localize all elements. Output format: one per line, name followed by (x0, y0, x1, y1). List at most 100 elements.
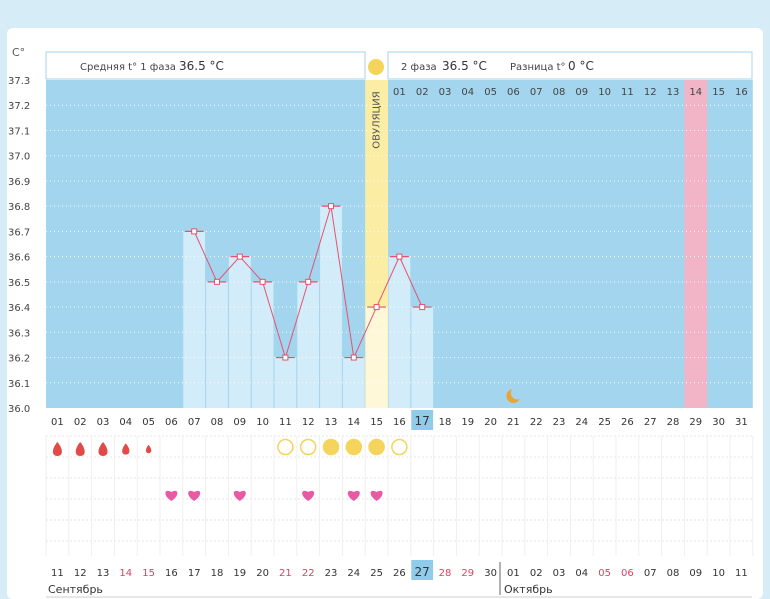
y-tick-label: 36.5 (8, 278, 30, 289)
cycle-day-label: 16 (393, 417, 406, 428)
y-tick-label: 36.8 (8, 202, 30, 213)
cycle-day-label: 28 (667, 417, 680, 428)
month-label: Октябрь (504, 583, 553, 596)
phase2-day-label: 11 (621, 87, 634, 98)
calendar-day-label: 23 (325, 568, 338, 579)
phase2-day-label: 13 (667, 87, 680, 98)
calendar-day-label: 02 (530, 568, 543, 579)
cycle-day-label: 06 (165, 417, 178, 428)
calendar-day-label: 11 (51, 568, 64, 579)
temp-bar (388, 256, 411, 408)
y-tick-label: 36.3 (8, 328, 30, 339)
menstruation-drop-icon (122, 443, 130, 455)
cycle-day-label: 12 (302, 417, 315, 428)
cycle-day-label: 22 (530, 417, 543, 428)
temperature-point (419, 304, 426, 311)
temp-bar (342, 357, 365, 408)
phase2-day-label: 08 (553, 87, 566, 98)
y-axis-unit: C° (12, 46, 25, 59)
phase2-header-box (387, 51, 753, 80)
y-tick-label: 37.2 (8, 101, 30, 112)
calendar-current-day-marker (411, 560, 434, 580)
calendar-day-label: 18 (211, 568, 224, 579)
calendar-day-label: 01 (507, 568, 520, 579)
calendar-day-label: 20 (256, 568, 269, 579)
cycle-day-label: 09 (233, 417, 246, 428)
phase2-day-label: 15 (712, 87, 725, 98)
cycle-day-label: 08 (211, 417, 224, 428)
calendar-day-label: 27 (415, 565, 430, 579)
calendar-day-label: 29 (461, 568, 474, 579)
phase1-header-box (45, 51, 366, 80)
temperature-point (259, 278, 266, 285)
current-day-marker (411, 410, 434, 430)
diff-label: Разница t° (510, 62, 566, 73)
calendar-day-label: 19 (233, 568, 246, 579)
phase2-day-label: 04 (461, 87, 474, 98)
cycle-day-label: 10 (256, 417, 269, 428)
discharge-circle-icon (322, 438, 340, 456)
phase2-day-label: 10 (598, 87, 611, 98)
y-tick-label: 37.1 (8, 126, 30, 137)
discharge-circle-icon (345, 438, 363, 456)
cycle-day-label: 26 (621, 417, 634, 428)
cycle-day-label: 05 (142, 417, 155, 428)
y-tick-label: 36.6 (8, 253, 30, 264)
y-tick-label: 36.1 (8, 379, 30, 390)
y-tick-label: 37.0 (8, 152, 30, 163)
y-tick-label: 36.9 (8, 177, 30, 188)
cycle-day-label: 24 (575, 417, 588, 428)
ovulation-label: ОВУЛЯЦИЯ (372, 91, 383, 149)
heart-icon (302, 490, 315, 501)
cycle-day-label: 03 (97, 417, 110, 428)
calendar-day-label: 09 (689, 568, 702, 579)
phase2-day-label: 02 (416, 87, 429, 98)
calendar-day-label: 16 (165, 568, 178, 579)
phase2-day-label: 14 (689, 87, 702, 98)
temperature-point (350, 354, 357, 361)
symbols-area: 01 02 03 04 05 06 07 08 09 10 11 12 13 14 15 16 17 18 19 20… (45, 410, 754, 596)
phase2-day-label: 06 (507, 87, 520, 98)
calendar-day-label: 06 (621, 568, 634, 579)
calendar-day-label: 04 (575, 568, 588, 579)
cycle-day-label: 19 (461, 417, 474, 428)
temperature-point (236, 253, 243, 260)
temp-bar (228, 256, 251, 408)
calendar-day-label: 25 (370, 568, 383, 579)
phase2-day-label: 07 (530, 87, 543, 98)
cycle-day-label: 25 (598, 417, 611, 428)
calendar-day-label: 10 (712, 568, 725, 579)
calendar-day-label: 13 (97, 568, 110, 579)
calendar-day-label: 26 (393, 568, 406, 579)
temp-bar (206, 281, 228, 408)
calendar-day-label: 24 (347, 568, 360, 579)
temp-bar-ovulation (365, 307, 388, 408)
y-tick-label: 36.0 (8, 404, 30, 415)
heart-icon (165, 490, 178, 501)
highlight-day-column (684, 80, 708, 408)
discharge-circle-icon (299, 438, 317, 456)
temperature-point (214, 278, 220, 285)
calendar-day-label: 03 (553, 568, 566, 579)
cycle-day-label: 23 (553, 417, 566, 428)
discharge-circle-icon (368, 438, 385, 456)
calendar-day-label: 05 (598, 568, 611, 579)
menstruation-drop-icon (52, 442, 62, 456)
discharge-circle-icon (391, 438, 408, 456)
month-label: Сентябрь (48, 583, 103, 596)
cycle-day-label: 29 (689, 417, 702, 428)
cycle-day-label: 31 (735, 417, 748, 428)
heart-icon (370, 490, 383, 501)
calendar-day-label: 07 (644, 568, 657, 579)
y-tick-label: 37.3 (8, 76, 30, 87)
temp-bar (274, 357, 297, 408)
cycle-day-label: 20 (484, 417, 497, 428)
temperature-point (373, 304, 380, 311)
diff-value: 0 °C (568, 59, 594, 73)
calendar-day-label: 11 (735, 568, 748, 579)
calendar-day-label: 22 (302, 568, 315, 579)
cycle-day-label: 30 (712, 417, 725, 428)
temperature-point (305, 278, 312, 285)
cycle-day-label: 02 (74, 417, 87, 428)
temp-bar (297, 281, 320, 408)
